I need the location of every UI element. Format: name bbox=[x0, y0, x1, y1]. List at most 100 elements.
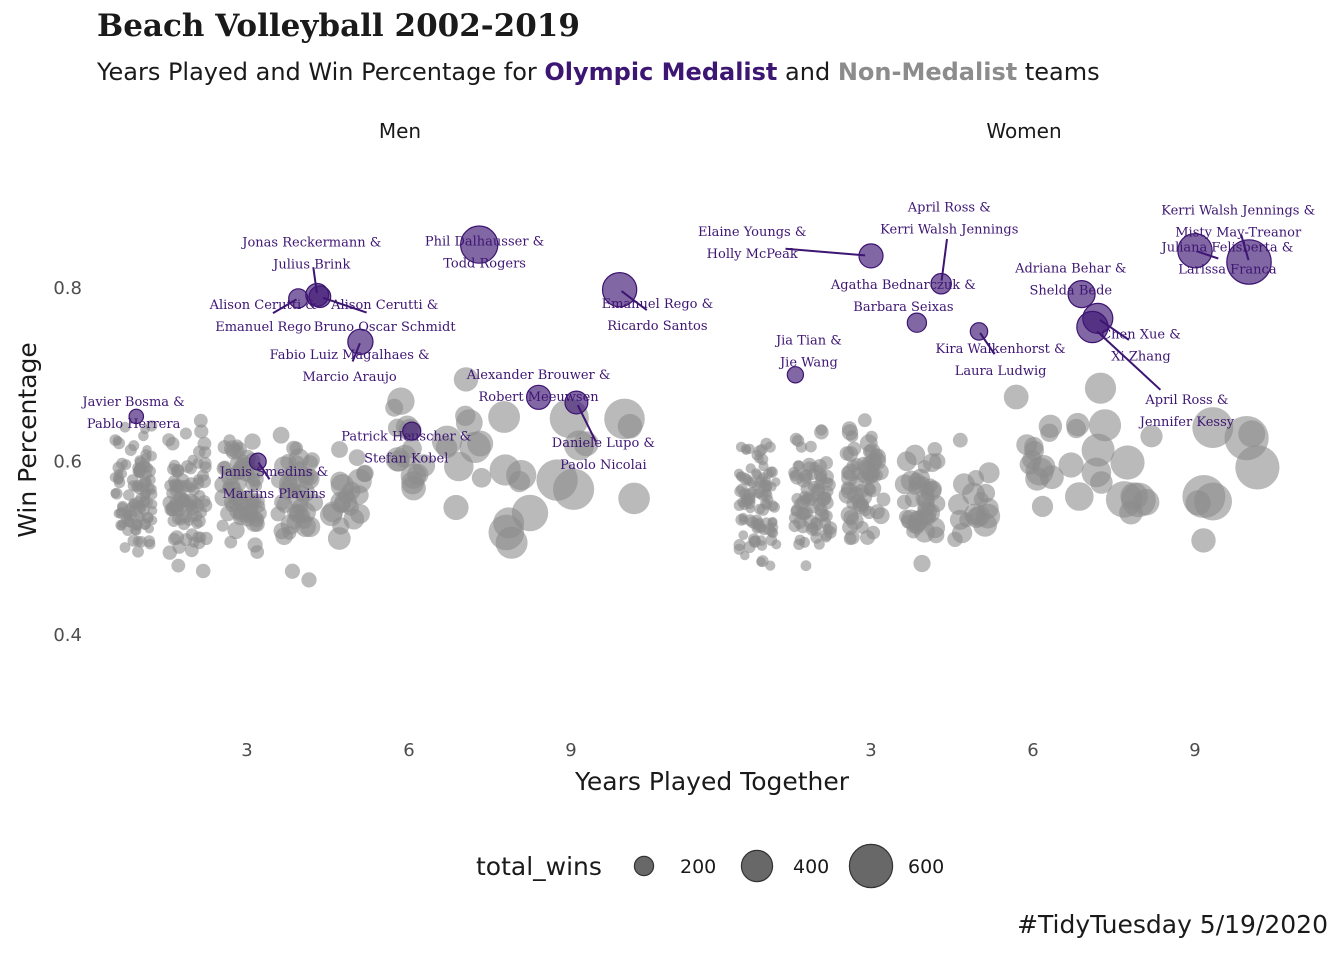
medalist-label: April Ross & Jennifer Kessy bbox=[1138, 393, 1235, 430]
medalist-point bbox=[906, 312, 928, 333]
subtitle-prefix: Years Played and Win Percentage for bbox=[97, 58, 545, 86]
leader-line bbox=[940, 238, 948, 281]
leader-line bbox=[1099, 319, 1130, 341]
non-medalist-point bbox=[193, 536, 206, 550]
non-medalist-point bbox=[617, 413, 643, 439]
medalist-label: Javier Bosma & Pablo Herrera bbox=[80, 395, 184, 432]
legend-key-label: 400 bbox=[793, 856, 829, 878]
medalist-label-line: Fabio Luiz Magalhaes & bbox=[270, 348, 430, 363]
non-medalist-point bbox=[471, 468, 492, 488]
non-medalist-point bbox=[216, 519, 229, 532]
non-medalist-point bbox=[953, 473, 975, 496]
non-medalist-point bbox=[733, 539, 746, 551]
medalist-label: Alexander Brouwer & Robert Meeuwsen bbox=[466, 368, 611, 405]
non-medalist-point bbox=[127, 534, 140, 547]
medalist-label-line: Alison Cerutti & bbox=[330, 298, 438, 313]
medalist-label-line: Javier Bosma & bbox=[80, 395, 184, 410]
medalist-point bbox=[402, 421, 422, 441]
non-medalist-point bbox=[951, 522, 973, 544]
leader-line bbox=[620, 290, 648, 311]
non-medalist-point bbox=[1019, 454, 1040, 475]
non-medalist-point bbox=[132, 545, 144, 558]
non-medalist-point bbox=[866, 525, 881, 540]
leader-line bbox=[979, 332, 996, 355]
non-medalist-point bbox=[134, 455, 145, 466]
non-medalist-point bbox=[467, 430, 494, 457]
medalist-point bbox=[248, 452, 267, 471]
non-medalist-point bbox=[280, 514, 301, 535]
non-medalist-point bbox=[508, 470, 531, 493]
y-tick-label: 0.8 bbox=[53, 278, 82, 299]
non-medalist-point bbox=[250, 505, 267, 522]
medalist-label-line: Stefan Kobel bbox=[364, 452, 448, 467]
non-medalist-point bbox=[536, 459, 578, 501]
non-medalist-point bbox=[356, 464, 374, 483]
non-medalist-point bbox=[966, 507, 988, 529]
medalist-label: Fabio Luiz Magalhaes & Marcio Araujo bbox=[270, 348, 430, 385]
non-medalist-point bbox=[116, 457, 128, 470]
y-tick-label: 0.4 bbox=[53, 625, 82, 646]
non-medalist-point bbox=[1065, 482, 1094, 511]
non-medalist-point bbox=[857, 413, 872, 428]
non-medalist-point bbox=[735, 513, 748, 526]
non-medalist-point bbox=[894, 474, 915, 495]
non-medalist-point bbox=[435, 436, 458, 459]
non-medalist-point bbox=[289, 441, 304, 456]
non-medalist-point bbox=[193, 445, 206, 459]
legend-key-label: 600 bbox=[908, 856, 944, 878]
medalist-label-line: Alexander Brouwer & bbox=[466, 368, 611, 383]
medalist-label-line: Marcio Araujo bbox=[302, 370, 396, 385]
non-medalist-point bbox=[761, 480, 773, 492]
non-medalist-point bbox=[904, 491, 921, 508]
medalist-label: Adriana Behar & Shelda Bede bbox=[1014, 261, 1126, 298]
non-medalist-point bbox=[822, 477, 834, 488]
non-medalist-point bbox=[771, 477, 781, 487]
non-medalist-point bbox=[193, 413, 208, 428]
medalist-label-line: Daniele Lupo & bbox=[552, 436, 655, 451]
non-medalist-point bbox=[110, 488, 121, 499]
medalist-label-line: Kira Walkenhorst & bbox=[936, 342, 1066, 357]
medalist-point bbox=[786, 366, 805, 384]
medalist-point bbox=[969, 322, 989, 341]
x-tick-label: 6 bbox=[403, 740, 414, 761]
non-medalist-point bbox=[393, 444, 417, 468]
non-medalist-point bbox=[197, 469, 209, 482]
medalist-point bbox=[347, 328, 374, 355]
subtitle-middle: and bbox=[777, 58, 838, 86]
non-medalist-point bbox=[1185, 490, 1211, 516]
medalist-label-line: Pablo Herrera bbox=[87, 417, 181, 432]
medalist-label-line: Misty May-Treanor bbox=[1175, 225, 1302, 240]
legend-key bbox=[633, 855, 655, 877]
medalist-label-line: Kerri Walsh Jennings & bbox=[1161, 203, 1315, 218]
non-medalist-point bbox=[119, 542, 131, 553]
non-medalist-point bbox=[1105, 481, 1143, 518]
non-medalist-point bbox=[916, 476, 930, 491]
non-medalist-point bbox=[165, 436, 180, 451]
medalist-label-line: Jia Tian & bbox=[774, 333, 842, 348]
medalist-point bbox=[601, 272, 638, 308]
non-medalist-point bbox=[748, 536, 761, 548]
non-medalist-point bbox=[814, 424, 829, 440]
non-medalist-point bbox=[280, 483, 297, 500]
medalist-label: Chen Xue & Xi Zhang bbox=[1101, 327, 1181, 364]
non-medalist-point bbox=[901, 514, 916, 529]
non-medalist-point bbox=[1140, 425, 1163, 448]
legend-title: total_wins bbox=[476, 852, 602, 881]
medalist-label-line: Adriana Behar & bbox=[1014, 261, 1126, 276]
medalist-label: Alison Cerutti & Emanuel Rego bbox=[209, 298, 317, 335]
medalist-label-line: Janis Smedins & bbox=[218, 465, 328, 480]
non-medalist-point bbox=[272, 426, 290, 444]
non-medalist-point bbox=[140, 476, 152, 488]
facet-label-women: Women bbox=[986, 119, 1061, 143]
non-medalist-point bbox=[247, 472, 261, 486]
non-medalist-point bbox=[952, 432, 968, 448]
medalist-labels: Jonas Reckermann & Julius Brink Phil Dalha… bbox=[80, 201, 1315, 503]
non-medalist-point bbox=[948, 493, 969, 515]
medalist-label-line: Jonas Reckermann & bbox=[240, 235, 381, 250]
non-medalist-point bbox=[802, 457, 817, 472]
non-medalist-point bbox=[327, 527, 351, 550]
non-medalist-point bbox=[184, 462, 197, 475]
medalist-point bbox=[460, 225, 499, 264]
non-medalist-point bbox=[796, 519, 810, 534]
leader-line bbox=[322, 296, 367, 314]
